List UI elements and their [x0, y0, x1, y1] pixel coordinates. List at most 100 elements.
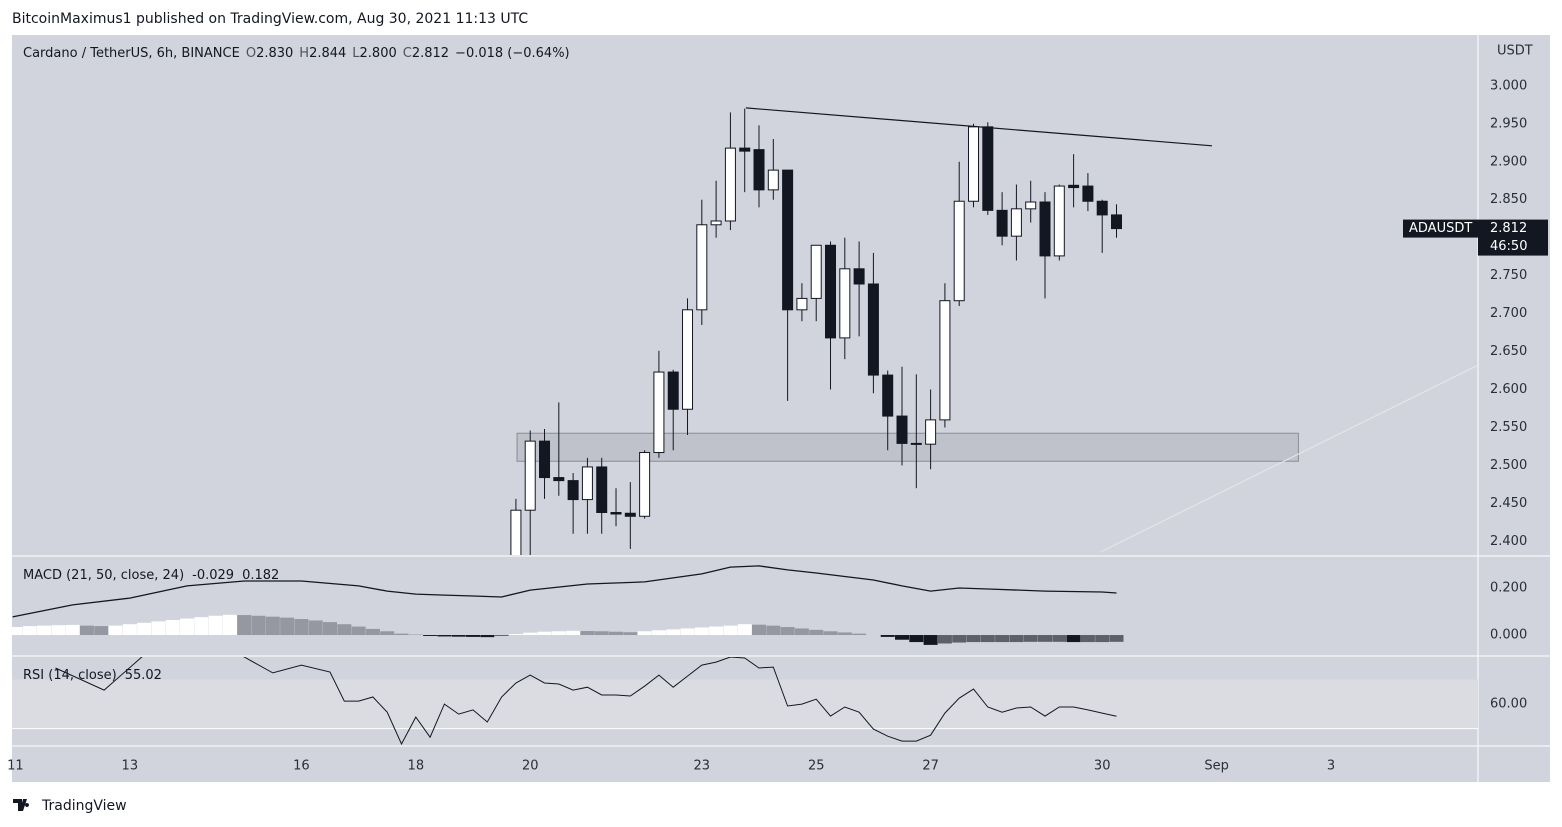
candle-body [610, 511, 622, 515]
histogram-bar [79, 625, 94, 636]
y-tick-label: 2.550 [1490, 420, 1527, 435]
histogram-bar [752, 624, 767, 636]
y-tick-label: 2.750 [1490, 268, 1527, 283]
trendline [1100, 364, 1478, 553]
histogram-bar [437, 635, 452, 637]
histogram-bar [709, 626, 724, 636]
candle-body [1039, 201, 1051, 257]
histogram-bar [895, 635, 910, 640]
histogram-bar [294, 619, 309, 636]
histogram-bar [637, 631, 652, 636]
histogram-bar [694, 627, 709, 636]
histogram-bar [380, 631, 395, 636]
histogram-bar [666, 629, 681, 636]
histogram-bar [952, 635, 967, 643]
histogram-bar [723, 625, 738, 636]
histogram-bar [1066, 635, 1081, 643]
price-pane [510, 107, 1478, 555]
candle-body [1025, 201, 1037, 210]
histogram-bar [737, 624, 752, 636]
support-zone [516, 432, 1299, 462]
price-tag [1478, 219, 1548, 256]
histogram-bar [980, 635, 995, 643]
y-tick-label: 2.400 [1490, 534, 1527, 549]
histogram-bar [222, 614, 237, 636]
candle-body [596, 466, 608, 513]
chart-background [12, 35, 1550, 782]
pane-legend: MACD (21, 50, close, 24) -0.029 0.182 [23, 568, 279, 583]
pane-legend: Cardano / TetherUS, 6h, BINANCE O2.830 H 2.… [23, 46, 570, 61]
candle-body [825, 244, 837, 339]
y-tick-label: 2.650 [1490, 344, 1527, 359]
candle-body [1096, 200, 1108, 216]
price-unit: USDT [1497, 44, 1533, 59]
x-tick-label: 20 [522, 759, 539, 774]
x-tick-label: 18 [408, 759, 425, 774]
candle-body [553, 477, 565, 482]
y-tick-label: 60.00 [1490, 697, 1527, 712]
histogram-bar [237, 615, 252, 636]
histogram-bar [180, 618, 195, 636]
legend-title: Cardano / TetherUS, 6h, BINANCE [23, 46, 240, 61]
x-tick-label: 27 [922, 759, 939, 774]
candle-body [996, 209, 1008, 237]
legend-title: RSI (14, close) [23, 668, 117, 683]
legend-key: O [246, 46, 256, 61]
histogram-bar [566, 630, 581, 636]
legend-value: -0.029 [192, 568, 234, 583]
histogram-bar [466, 635, 481, 637]
legend-key: H [299, 46, 309, 61]
legend-value: 2.830 [256, 46, 293, 61]
histogram-bar [937, 635, 952, 644]
candle-body [524, 440, 536, 511]
macd-line [12, 565, 1117, 618]
histogram-bar [623, 632, 638, 636]
brand: TradingView [41, 798, 127, 814]
histogram-bar [94, 626, 109, 636]
x-tick-label: 11 [7, 759, 24, 774]
legend-value: 2.812 [412, 46, 449, 61]
candle-body [1068, 184, 1080, 189]
y-tick-label: 3.000 [1490, 78, 1527, 93]
candle-body [667, 371, 679, 410]
histogram-bar [1109, 635, 1124, 642]
pane-legend: RSI (14, close) 55.02 [23, 668, 162, 683]
candle-body [839, 268, 851, 339]
rsi-line [55, 657, 1117, 745]
histogram-bar [794, 628, 809, 636]
candle-body [581, 466, 593, 501]
publish-info: BitcoinMaximus1 published on TradingView… [12, 11, 528, 27]
histogram-bar [837, 632, 852, 636]
candle-body [939, 300, 951, 421]
histogram-bar [651, 630, 666, 636]
histogram-bar [151, 621, 166, 636]
x-tick-label: Sep [1204, 759, 1229, 774]
candle-body [782, 169, 794, 311]
histogram-bar [966, 635, 981, 643]
y-tick-label: 2.850 [1490, 192, 1527, 207]
histogram-bar [594, 631, 609, 636]
y-tick-label: 2.500 [1490, 458, 1527, 473]
candle-body [1053, 185, 1065, 257]
histogram-bar [108, 625, 123, 636]
histogram-bar [780, 627, 795, 636]
candle-body [953, 200, 965, 302]
histogram-bar [1023, 635, 1038, 642]
histogram-bar [823, 631, 838, 636]
histogram-bar [37, 625, 52, 636]
rsi-band [12, 679, 1478, 729]
rsi-pane [12, 657, 1478, 745]
candle-body [867, 283, 879, 376]
candle-body [1082, 185, 1094, 202]
histogram-bar [909, 635, 924, 643]
candle-body [896, 415, 908, 444]
candle-body [653, 371, 665, 454]
candle-body [810, 244, 822, 299]
histogram-bar [65, 624, 80, 636]
histogram-bar [551, 631, 566, 636]
histogram-bar [680, 628, 695, 636]
histogram-bar [280, 617, 295, 636]
candle-body [682, 309, 694, 410]
legend-key: C [403, 46, 412, 61]
